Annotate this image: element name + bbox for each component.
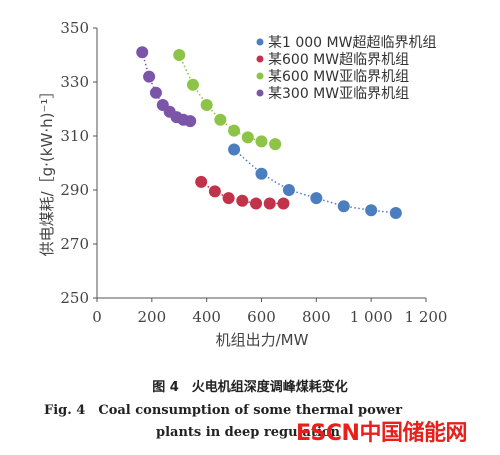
y-tick-label: 330 <box>60 73 89 91</box>
data-point-series-1 <box>337 200 350 213</box>
legend-label: 某1 000 MW超超临界机组 <box>268 35 436 51</box>
legend-label: 某300 MW亚临界机组 <box>268 86 409 102</box>
x-tick-label: 600 <box>247 308 276 326</box>
data-point-series-2 <box>263 197 276 210</box>
data-point-series-3 <box>214 113 227 126</box>
legend-label: 某600 MW超临界机组 <box>268 52 409 68</box>
watermark-logo: ESCN中国储能网 <box>296 415 467 447</box>
data-point-series-4 <box>143 70 156 83</box>
data-point-series-3 <box>228 124 241 137</box>
data-points <box>136 46 402 219</box>
coal-consumption-chart: 0 200 400 600 800 1 000 1 200 250 270 290 310 330 3… <box>38 19 447 349</box>
data-point-series-1 <box>365 204 378 217</box>
data-point-series-2 <box>250 197 263 210</box>
data-point-series-3 <box>173 49 186 61</box>
data-point-series-1 <box>389 206 402 219</box>
caption-en-line-2: plants in deep regulation <box>156 425 341 440</box>
y-tick-label: 270 <box>60 235 89 253</box>
y-tick-label: 290 <box>60 181 89 199</box>
y-tick-label: 350 <box>60 19 89 37</box>
trend-line-series-2 <box>200 181 284 205</box>
data-point-series-4 <box>136 46 149 59</box>
legend-marker <box>256 89 264 97</box>
y-tick-label: 310 <box>60 127 89 145</box>
data-point-series-1 <box>228 143 241 156</box>
figure-caption-english: Fig. 4 Coal consumption of some thermal … <box>44 400 474 444</box>
x-tick-label: 400 <box>192 308 221 326</box>
watermark-escn: ESCN <box>296 421 360 446</box>
data-point-series-4 <box>149 86 162 99</box>
data-point-series-2 <box>222 192 235 205</box>
x-axis-ticks: 0 200 400 600 800 1 000 1 200 <box>92 298 447 326</box>
figure-caption-chinese: 图 4 火电机组深度调峰煤耗变化 <box>152 380 348 395</box>
data-point-series-2 <box>195 175 208 188</box>
data-point-series-2 <box>236 194 249 207</box>
data-point-series-4 <box>184 115 197 128</box>
legend-marker <box>256 72 264 80</box>
legend-label: 某600 MW亚临界机组 <box>268 69 409 85</box>
legend-marker <box>256 38 264 46</box>
y-tick-label: 250 <box>60 289 89 307</box>
watermark-site-name: 中国储能网 <box>359 421 467 446</box>
data-point-series-1 <box>310 192 323 205</box>
data-point-series-3 <box>200 98 213 111</box>
x-tick-label: 1 200 <box>405 308 448 326</box>
legend-marker <box>256 55 264 63</box>
trend-line-series-3 <box>178 54 276 145</box>
data-point-series-3 <box>269 138 282 151</box>
data-point-series-2 <box>277 197 290 210</box>
x-tick-label: 800 <box>302 308 331 326</box>
caption-en-line-1: Fig. 4 Coal consumption of some thermal … <box>44 403 403 418</box>
y-axis-ticks: 250 270 290 310 330 350 <box>60 19 97 307</box>
x-tick-label: 200 <box>138 308 167 326</box>
data-point-series-2 <box>208 185 221 198</box>
x-axis-title: 机组出力/MW <box>216 331 309 349</box>
data-point-series-1 <box>255 167 268 180</box>
data-point-series-1 <box>282 184 295 196</box>
y-axis-title: 供电煤耗/［g·(kW·h)⁻¹］ <box>38 84 56 257</box>
data-point-series-3 <box>255 135 268 148</box>
data-point-series-3 <box>186 78 199 91</box>
data-point-series-3 <box>241 131 254 144</box>
x-tick-label: 0 <box>92 308 102 326</box>
x-tick-label: 1 000 <box>350 308 393 326</box>
